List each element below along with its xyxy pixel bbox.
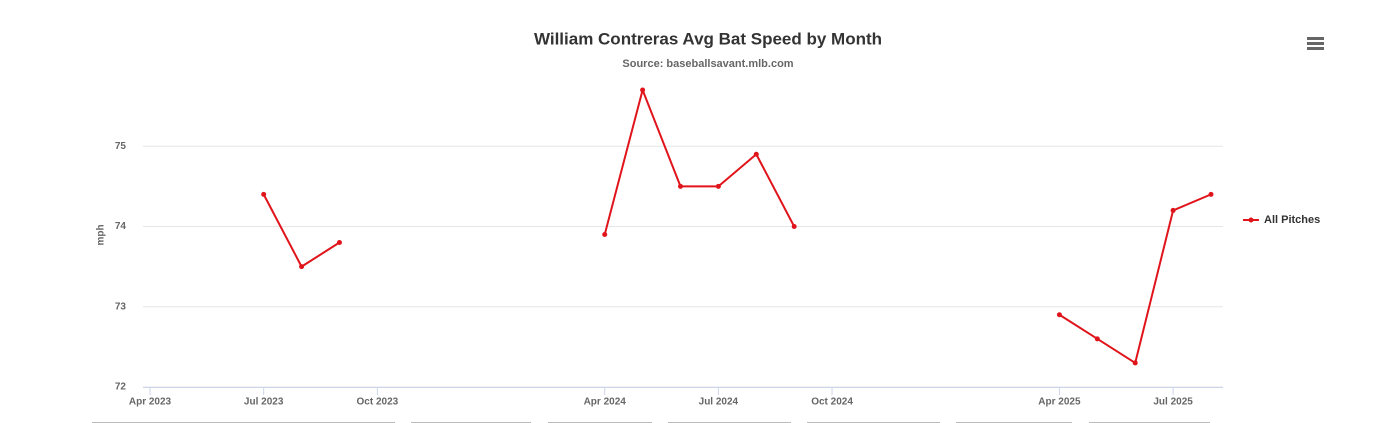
point <box>336 240 342 246</box>
point <box>753 151 759 157</box>
menu-button[interactable] <box>1307 37 1324 50</box>
menu-bar <box>1307 47 1324 50</box>
x-tick-label: Jul 2024 <box>699 397 739 408</box>
point <box>1170 207 1176 213</box>
x-tick-label: Apr 2023 <box>129 397 172 408</box>
x-tick-label: Jul 2025 <box>1153 397 1193 408</box>
point <box>1056 312 1062 318</box>
point <box>640 87 646 93</box>
chart-subtitle: Source: baseballsavant.mlb.com <box>622 58 793 70</box>
point <box>1094 336 1100 342</box>
x-tick-label: Oct 2023 <box>357 397 399 408</box>
menu-bar <box>1307 37 1324 40</box>
x-tick-label: Jul 2023 <box>244 397 284 408</box>
point <box>678 183 683 189</box>
point <box>1208 191 1214 197</box>
y-tick-label: 73 <box>115 301 127 312</box>
point <box>602 232 608 237</box>
x-tick-label: Apr 2024 <box>584 397 627 408</box>
point <box>715 183 721 189</box>
point <box>261 191 267 197</box>
legend-item[interactable]: All Pitches <box>1243 214 1320 226</box>
x-tick-label: Apr 2025 <box>1038 397 1081 408</box>
x-tick-label: Oct 2024 <box>811 397 853 408</box>
legend-swatch-dot <box>1248 217 1254 223</box>
y-axis-label: mph <box>96 224 107 245</box>
y-tick-label: 72 <box>115 382 127 393</box>
y-tick-label: 74 <box>115 221 127 232</box>
point <box>299 264 305 270</box>
menu-bar <box>1307 42 1324 45</box>
y-tick-label: 75 <box>115 141 127 152</box>
legend-label: All Pitches <box>1264 214 1320 226</box>
chart-title: William Contreras Avg Bat Speed by Month <box>534 29 882 48</box>
point <box>791 223 797 229</box>
point <box>1132 360 1138 366</box>
